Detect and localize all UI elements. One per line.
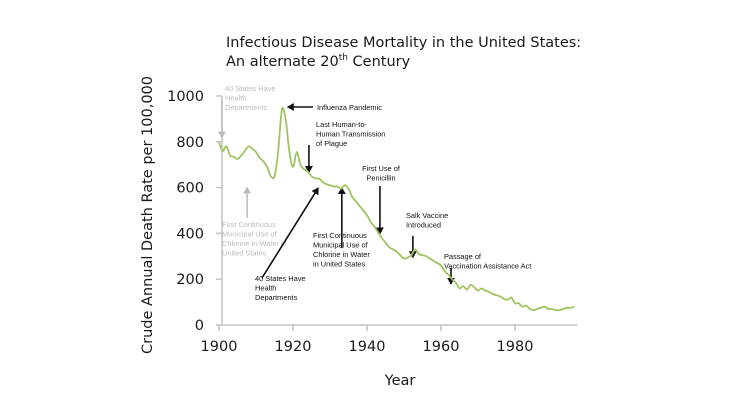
y-tick-label: 800 bbox=[176, 135, 204, 151]
annotation-chlorine-black: First Continuous Municipal Use of Chlorine… bbox=[313, 187, 370, 269]
annotation-text: First Use of Penicillin bbox=[362, 164, 401, 183]
annotation-line: Municipal Use of bbox=[313, 241, 369, 250]
annotation-chlorine-gray: First Continuous Municipal Use of Chlorine… bbox=[222, 186, 287, 258]
annotation-line: Passage of bbox=[444, 252, 482, 261]
annotation-text: First Continuous Municipal Use of Chlorine… bbox=[222, 220, 287, 258]
annotation-text: 40 States Have Health Departments bbox=[255, 274, 306, 302]
y-tick-label: 400 bbox=[176, 226, 204, 242]
x-tick-label: 1940 bbox=[349, 339, 386, 355]
annotation-penicillin: First Use of Penicillin bbox=[362, 164, 401, 235]
annotation-line: 40 States Have bbox=[255, 274, 306, 283]
annotation-line: Influenza Pandemic bbox=[317, 103, 382, 112]
annotation-text: Last Human-to-Human Transmission of Plagu… bbox=[316, 120, 385, 148]
annotation-line: First Continuous bbox=[313, 231, 367, 240]
annotation-line: Penicillin bbox=[366, 174, 395, 183]
x-tick-label: 1960 bbox=[423, 339, 460, 355]
series bbox=[218, 107, 575, 312]
annotation-states-black: 40 States Have Health Departments bbox=[255, 187, 319, 302]
annotation-influenza: Influenza Pandemic bbox=[286, 102, 382, 112]
annotation-text: 40 States Have Health Departments bbox=[225, 84, 276, 112]
chart-subtitle-suffix: Century bbox=[348, 54, 411, 70]
annotation-line: First Use of bbox=[362, 164, 401, 173]
chart-title: Infectious Disease Mortality in the Unit… bbox=[226, 35, 581, 51]
annotation-line: Departments bbox=[255, 293, 298, 302]
series-line bbox=[218, 107, 575, 312]
y-tick-label: 600 bbox=[176, 181, 204, 197]
annotation-line: Departments bbox=[225, 103, 268, 112]
tick-labels: 0 200 400 600 800 1000 1900 1920 1940 1960 1980 bbox=[167, 89, 533, 355]
x-tick-label: 1920 bbox=[275, 339, 312, 355]
annotation-line: Municipal Use of bbox=[222, 230, 278, 239]
x-tick-label: 1980 bbox=[497, 339, 534, 355]
arrow-icon bbox=[261, 187, 319, 279]
annotation-line: Introduced bbox=[406, 221, 441, 230]
annotation-line: Health bbox=[225, 94, 246, 103]
annotation-line: Chlorine in Water bbox=[313, 250, 370, 259]
annotation-vaccination-act: Passage of Vaccination Assistance Act bbox=[444, 252, 531, 285]
annotation-line: of Plague bbox=[316, 139, 347, 148]
annotation-line: 40 States Have bbox=[225, 84, 276, 93]
annotation-line: in United States bbox=[313, 260, 365, 269]
annotation-plague: Last Human-to-Human Transmission of Plagu… bbox=[304, 120, 385, 174]
annotation-line: Health bbox=[255, 284, 276, 293]
annotation-line: Salk Vaccine bbox=[406, 211, 448, 220]
chart-subtitle-prefix: An alternate 20 bbox=[226, 54, 339, 70]
y-tick-label: 200 bbox=[176, 272, 204, 288]
x-axis-label: Year bbox=[384, 373, 416, 389]
annotation-line: Chlorine in Water in bbox=[222, 239, 287, 248]
annotation-text: Influenza Pandemic bbox=[317, 103, 382, 112]
annotation-text: Salk Vaccine Introduced bbox=[406, 211, 448, 230]
annotation-line: First Continuous bbox=[222, 220, 276, 229]
x-tick-label: 1900 bbox=[201, 339, 238, 355]
chart-subtitle: An alternate 20th Century bbox=[226, 53, 411, 70]
annotation-text: Passage of Vaccination Assistance Act bbox=[444, 252, 531, 271]
annotation-line: Human Transmission bbox=[316, 130, 385, 139]
annotation-line: Vaccination Assistance Act bbox=[444, 262, 531, 271]
annotations: 40 States Have Health Departments Influenza… bbox=[217, 84, 531, 302]
y-tick-label: 1000 bbox=[167, 89, 204, 105]
annotation-line: Last Human-to- bbox=[316, 120, 367, 129]
annotation-text: First Continuous Municipal Use of Chlorine… bbox=[313, 231, 370, 269]
annotation-states-gray: 40 States Have Health Departments bbox=[217, 84, 276, 139]
chart-subtitle-sup: th bbox=[339, 53, 348, 63]
y-axis-label: Crude Annual Death Rate per 100,000 bbox=[140, 76, 156, 354]
annotation-line: United States bbox=[222, 249, 267, 258]
annotation-salk: Salk Vaccine Introduced bbox=[406, 211, 448, 259]
y-tick-label: 0 bbox=[195, 318, 204, 334]
